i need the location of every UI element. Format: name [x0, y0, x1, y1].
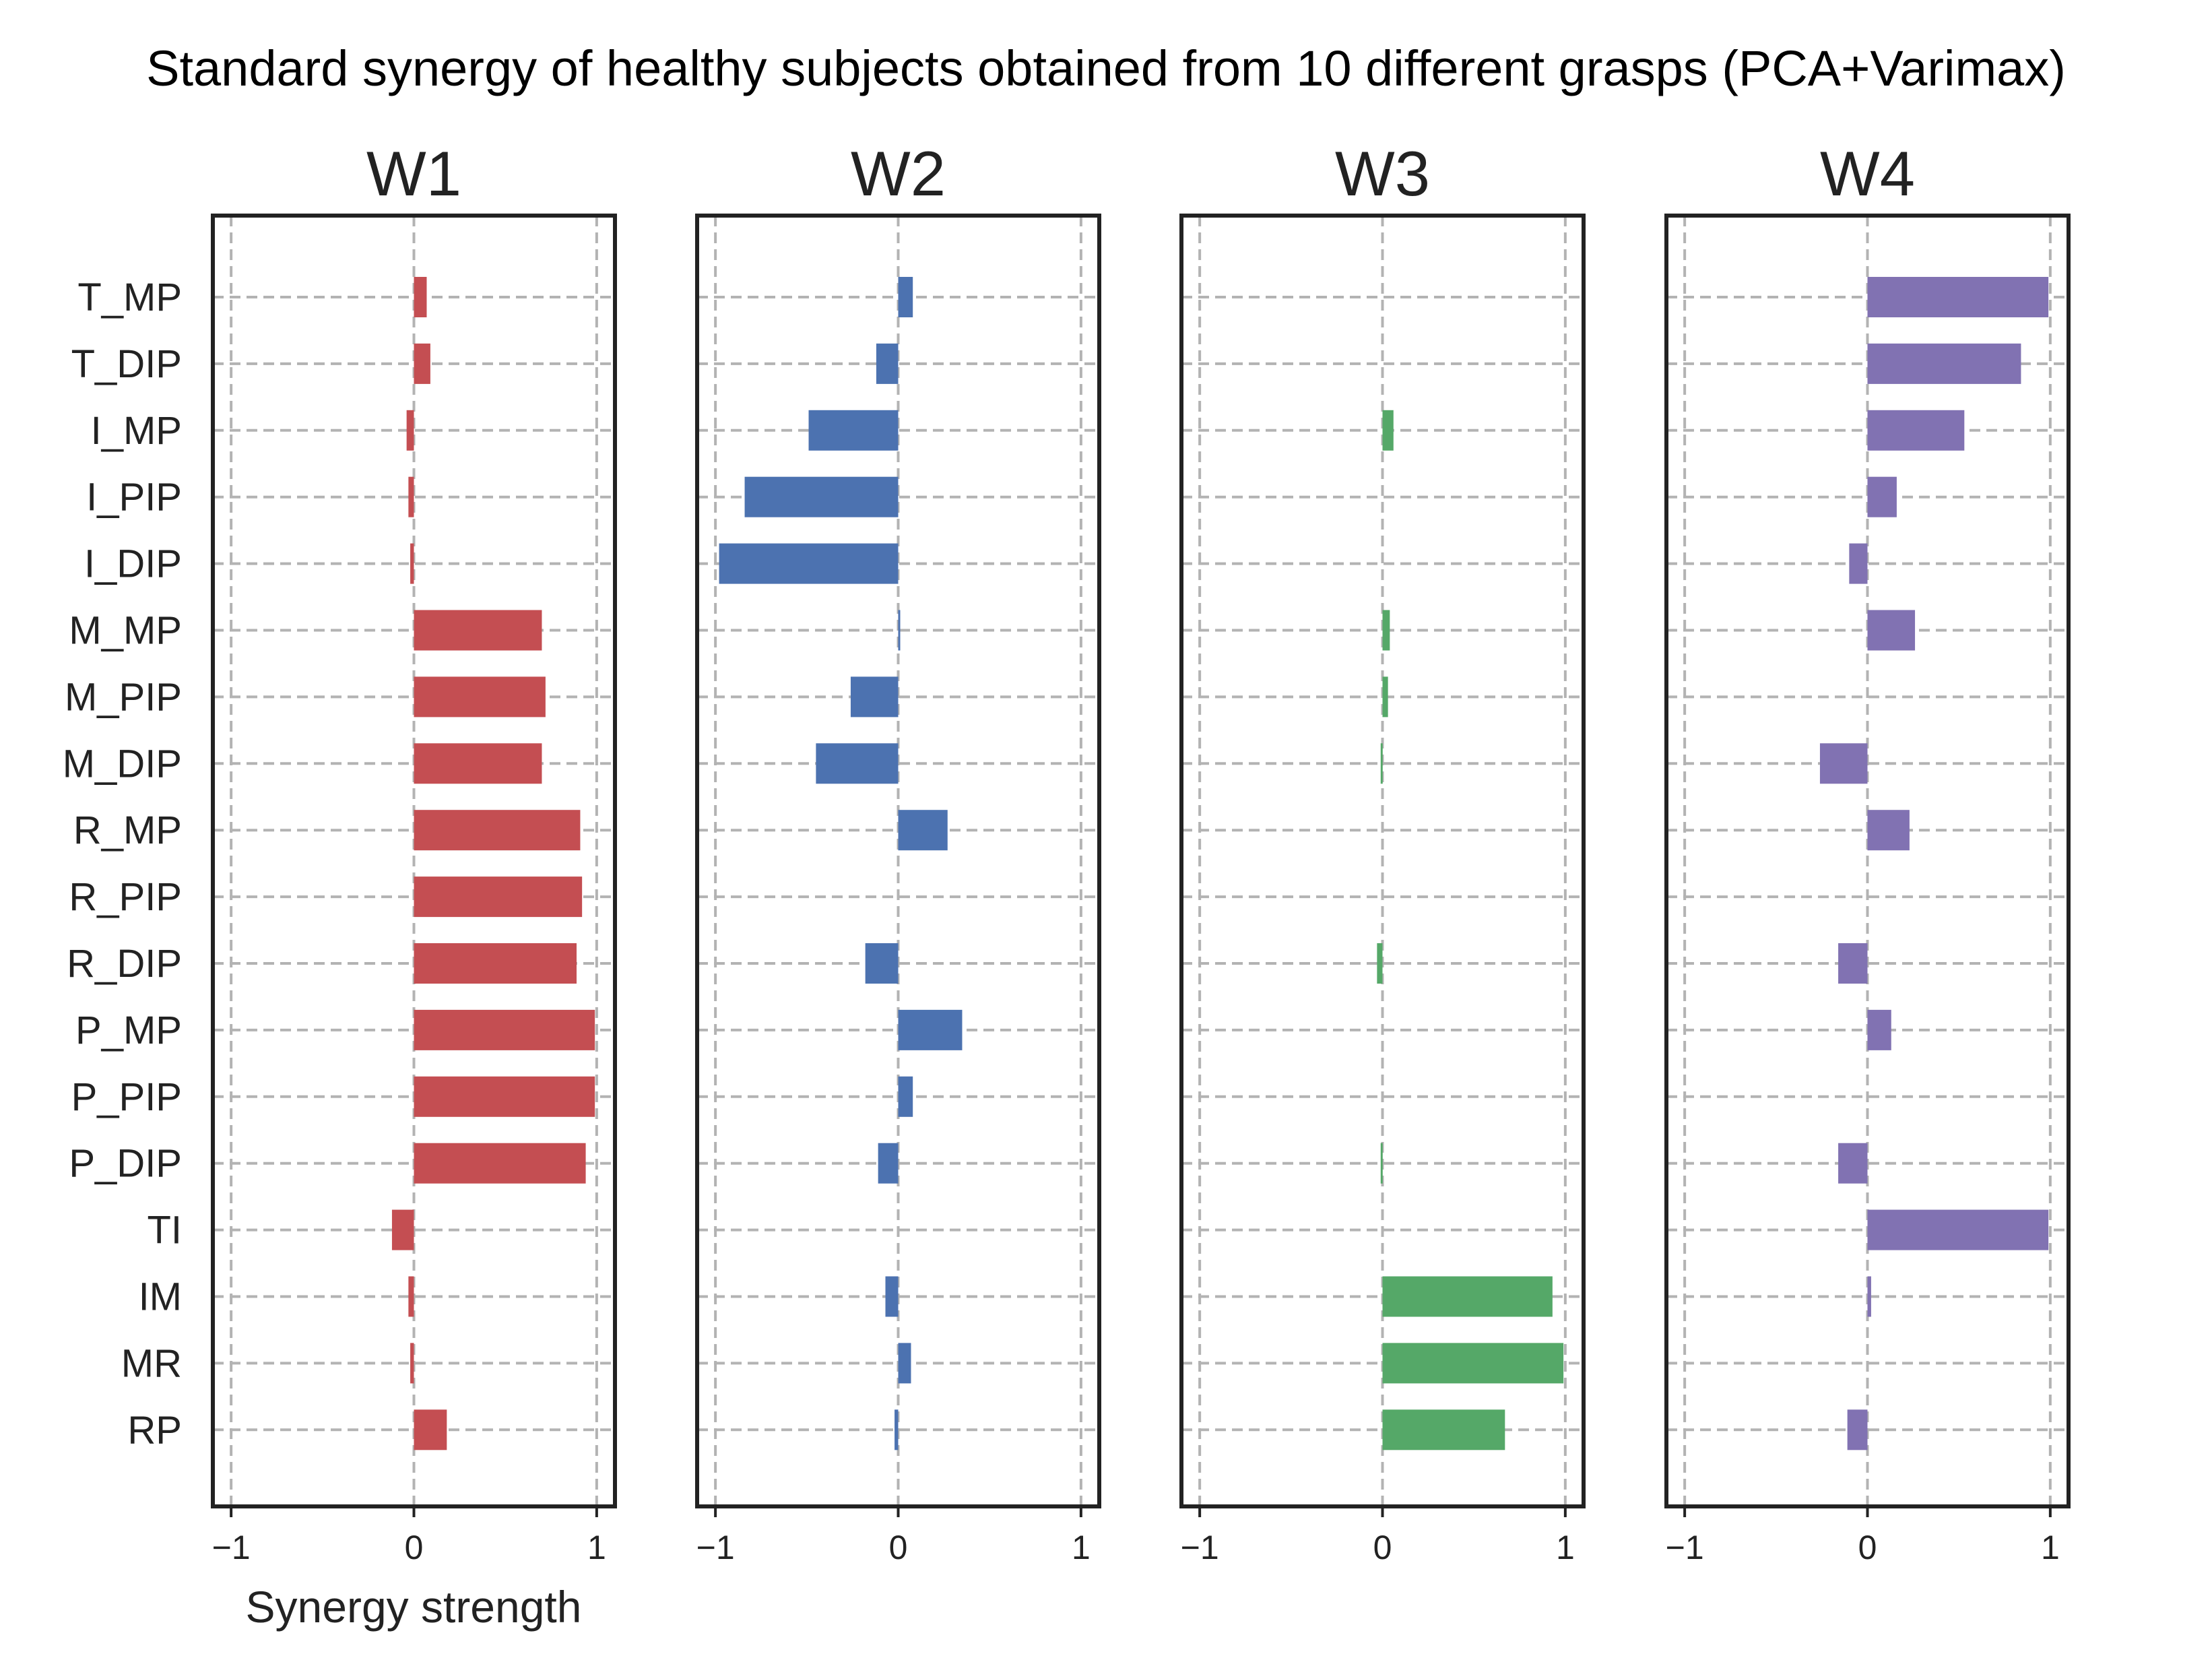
- bar-w4-i-dip: [1849, 543, 1868, 584]
- x-tick-label: 1: [1072, 1529, 1091, 1566]
- bar-w1-m-mp: [414, 610, 542, 651]
- x-tick-label: 0: [1373, 1529, 1392, 1566]
- y-tick-label: R_PIP: [69, 875, 182, 919]
- panel-title-w4: W4: [1820, 138, 1915, 209]
- panel-w1: −1 0 1 W1: [211, 138, 617, 1566]
- bar-w1-i-dip: [410, 543, 414, 584]
- bar-w1-ti: [391, 1209, 414, 1250]
- y-tick-label: I_MP: [91, 409, 182, 453]
- y-tick-label: P_PIP: [71, 1075, 182, 1119]
- x-tick-label: −1: [696, 1529, 735, 1566]
- bar-w1-i-pip: [408, 476, 414, 517]
- bar-w3-rp: [1382, 1409, 1505, 1450]
- bar-w4-ti: [1867, 1209, 2049, 1250]
- bar-w4-im: [1867, 1276, 1871, 1317]
- bar-w4-p-dip: [1838, 1143, 1868, 1184]
- bar-w2-t-dip: [876, 343, 899, 384]
- y-tick-label: MR: [121, 1341, 182, 1385]
- x-tick-label: 0: [405, 1529, 424, 1566]
- bar-w2-r-dip: [865, 943, 899, 984]
- y-tick-label: T_DIP: [71, 342, 182, 386]
- x-tick-label: 1: [2041, 1529, 2060, 1566]
- bar-w3-mr: [1382, 1343, 1564, 1384]
- x-axis-label: Synergy strength: [246, 1582, 582, 1632]
- bar-w2-i-mp: [808, 410, 899, 451]
- bar-w1-p-mp: [414, 1009, 595, 1050]
- bar-w3-m-dip: [1380, 743, 1383, 784]
- panel-title-w1: W1: [366, 138, 461, 209]
- y-tick-label: P_MP: [75, 1009, 182, 1052]
- panel-title-w3: W3: [1335, 138, 1430, 209]
- bar-w4-i-mp: [1867, 410, 1965, 451]
- panel-w3: −1 0 1 W3: [1179, 138, 1586, 1566]
- bar-w2-i-pip: [744, 476, 899, 517]
- bar-w1-r-pip: [414, 876, 583, 918]
- panel-w4: −1 0 1 W4: [1664, 138, 2071, 1566]
- bar-w1-mr: [410, 1343, 414, 1384]
- bar-w4-r-mp: [1867, 810, 1910, 851]
- x-tick-label: 0: [1858, 1529, 1877, 1566]
- bar-w1-im: [408, 1276, 414, 1317]
- x-tick-label: −1: [212, 1529, 251, 1566]
- bar-w4-m-dip: [1819, 743, 1868, 784]
- bar-w1-p-dip: [414, 1143, 586, 1184]
- bar-w1-m-dip: [414, 743, 542, 784]
- bar-w2-p-dip: [878, 1143, 899, 1184]
- bar-w3-r-dip: [1377, 943, 1383, 984]
- bar-w4-m-mp: [1867, 610, 1916, 651]
- y-tick-label: M_DIP: [63, 742, 182, 786]
- bar-w2-m-mp: [898, 610, 901, 651]
- bar-w3-im: [1382, 1276, 1553, 1317]
- bar-w4-t-mp: [1867, 277, 2049, 317]
- bar-w4-r-dip: [1838, 943, 1868, 984]
- bar-w2-mr: [898, 1343, 911, 1384]
- bar-w4-p-mp: [1867, 1009, 1891, 1050]
- bar-w2-m-dip: [816, 743, 899, 784]
- panels-group: −1 0 1 W1 −1 0 1 W2 −1 0 1 W3 −1 0 1 W4 T_MP T_DIP I_MP I_P…: [63, 138, 2071, 1566]
- bar-w1-r-dip: [414, 943, 577, 984]
- bar-w2-r-mp: [898, 810, 948, 851]
- panel-w2: −1 0 1 W2: [695, 138, 1101, 1566]
- bar-w1-p-pip: [414, 1076, 595, 1117]
- y-tick-label: TI: [147, 1209, 182, 1252]
- y-tick-label: R_MP: [73, 808, 182, 852]
- bar-w1-rp: [414, 1409, 447, 1450]
- bar-w4-t-dip: [1867, 343, 2021, 384]
- bar-w2-m-pip: [850, 676, 899, 718]
- x-tick-label: 1: [587, 1529, 606, 1566]
- bar-w2-p-mp: [898, 1009, 963, 1050]
- y-tick-label: IM: [139, 1275, 182, 1319]
- bar-w3-m-mp: [1382, 610, 1390, 651]
- panel-title-w2: W2: [851, 138, 946, 209]
- y-tick-label: RP: [127, 1408, 182, 1452]
- y-tick-label: M_MP: [69, 609, 182, 653]
- bar-w3-i-mp: [1382, 410, 1394, 451]
- bar-w2-p-pip: [898, 1076, 913, 1117]
- y-tick-label: I_PIP: [86, 476, 182, 519]
- bar-w1-r-mp: [414, 810, 581, 851]
- x-tick-label: −1: [1666, 1529, 1704, 1566]
- y-tick-label: M_PIP: [65, 675, 182, 719]
- bar-w2-rp: [894, 1409, 899, 1450]
- bar-w3-p-dip: [1380, 1143, 1383, 1184]
- bar-w1-m-pip: [414, 676, 546, 718]
- x-tick-label: 1: [1556, 1529, 1575, 1566]
- bar-w2-i-dip: [719, 543, 899, 584]
- x-tick-label: 0: [889, 1529, 908, 1566]
- bar-w4-i-pip: [1867, 476, 1897, 517]
- bar-w2-im: [885, 1276, 899, 1317]
- bar-w1-t-dip: [414, 343, 430, 384]
- x-tick-label: −1: [1181, 1529, 1219, 1566]
- y-tick-label: T_MP: [77, 276, 182, 319]
- y-tick-label: R_DIP: [67, 942, 182, 986]
- bar-w1-i-mp: [406, 410, 414, 451]
- chart-title: Standard synergy of healthy subjects obt…: [146, 40, 2066, 96]
- y-tick-label: I_DIP: [84, 542, 182, 586]
- bar-w4-rp: [1847, 1409, 1868, 1450]
- bar-w2-t-mp: [898, 277, 913, 317]
- y-tick-label: P_DIP: [69, 1142, 182, 1186]
- bar-w1-t-mp: [414, 277, 427, 317]
- bar-w3-m-pip: [1382, 676, 1388, 718]
